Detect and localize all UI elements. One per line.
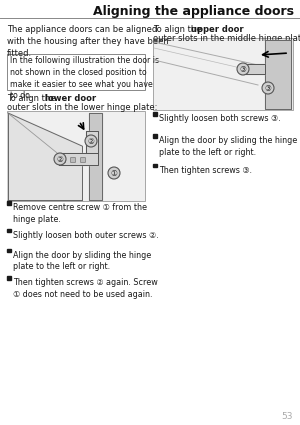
FancyBboxPatch shape — [7, 54, 145, 90]
Bar — [7, 276, 10, 280]
FancyBboxPatch shape — [7, 111, 145, 201]
Polygon shape — [8, 113, 82, 200]
Circle shape — [108, 167, 120, 179]
Text: Slightly loosen both outer screws ②.: Slightly loosen both outer screws ②. — [13, 230, 159, 240]
Circle shape — [237, 63, 249, 75]
Circle shape — [85, 135, 97, 147]
Text: ③: ③ — [240, 65, 246, 74]
Text: outer slots in the middle hinge plate:: outer slots in the middle hinge plate: — [153, 34, 300, 43]
Bar — [7, 249, 10, 252]
Text: Then tighten screws ③.: Then tighten screws ③. — [159, 165, 252, 175]
Text: upper door: upper door — [191, 25, 244, 34]
Bar — [153, 112, 157, 116]
FancyBboxPatch shape — [80, 158, 86, 162]
Text: In the following illustration the door is
not shown in the closed position to
ma: In the following illustration the door i… — [10, 56, 159, 100]
Text: Then tighten screws ② again. Screw
① does not need to be used again.: Then tighten screws ② again. Screw ① doe… — [13, 278, 158, 299]
Text: ③: ③ — [265, 83, 272, 93]
Polygon shape — [89, 113, 102, 200]
Polygon shape — [59, 153, 98, 165]
Text: Align the door by sliding the hinge
plate to the left or right.: Align the door by sliding the hinge plat… — [13, 250, 151, 271]
Text: The appliance doors can be aligned
with the housing after they have been
fitted.: The appliance doors can be aligned with … — [7, 25, 169, 58]
Text: Aligning the appliance doors: Aligning the appliance doors — [93, 5, 294, 18]
Text: lower door: lower door — [45, 94, 97, 103]
Text: To align the: To align the — [7, 94, 58, 103]
Polygon shape — [265, 40, 291, 109]
Polygon shape — [240, 64, 265, 74]
FancyBboxPatch shape — [61, 158, 65, 162]
Text: Align the door by sliding the hinge
plate to the left or right.: Align the door by sliding the hinge plat… — [159, 136, 297, 157]
Polygon shape — [86, 131, 98, 153]
Text: ②: ② — [57, 155, 63, 164]
Text: ②: ② — [88, 136, 94, 145]
Text: outer slots in the lower hinge plate:: outer slots in the lower hinge plate: — [7, 103, 158, 112]
Circle shape — [262, 82, 274, 94]
Text: To align the: To align the — [153, 25, 204, 34]
Bar — [153, 164, 157, 167]
Text: 53: 53 — [281, 412, 293, 421]
Bar — [153, 134, 157, 138]
Circle shape — [54, 153, 66, 165]
Text: Slightly loosen both screws ③.: Slightly loosen both screws ③. — [159, 114, 280, 123]
FancyBboxPatch shape — [153, 38, 293, 110]
Bar — [7, 201, 10, 204]
Text: ①: ① — [111, 168, 117, 178]
Text: Remove centre screw ① from the
hinge plate.: Remove centre screw ① from the hinge pla… — [13, 203, 147, 224]
FancyBboxPatch shape — [70, 158, 76, 162]
Bar — [7, 229, 10, 232]
